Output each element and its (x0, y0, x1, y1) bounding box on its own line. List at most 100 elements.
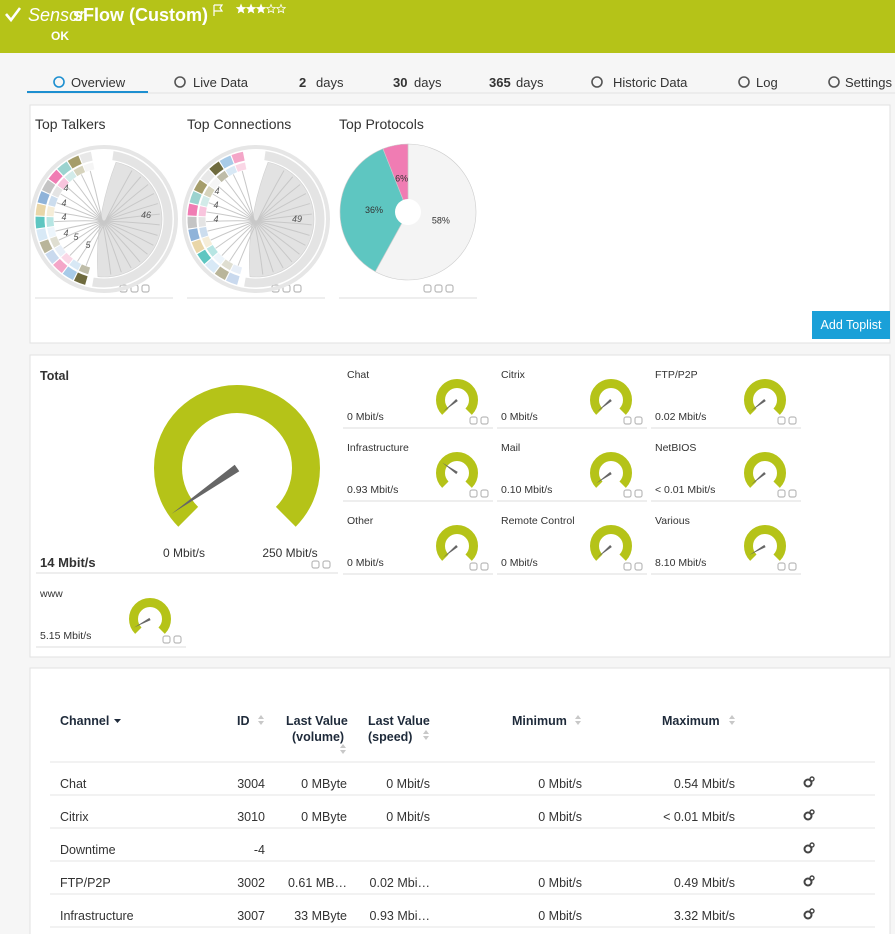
channel-settings-icon-small[interactable] (809, 908, 815, 914)
sort-indicator[interactable] (340, 744, 346, 754)
tab-label[interactable]: Live Data (193, 75, 249, 90)
sort-indicator[interactable] (258, 715, 264, 725)
chord-label: 4 (63, 228, 68, 238)
tool-icon[interactable] (788, 562, 797, 571)
gauge-value: 0 Mbit/s (501, 411, 538, 423)
gauge-needle (171, 464, 240, 514)
column-header[interactable]: Channel (60, 714, 109, 728)
tool-icon[interactable] (788, 416, 797, 425)
tool-icon[interactable] (777, 562, 786, 571)
flag-icon[interactable] (213, 4, 224, 16)
tool-icon[interactable] (469, 416, 478, 425)
tab-icon[interactable] (174, 76, 186, 88)
cell: 0.61 MB… (288, 876, 347, 890)
column-header[interactable]: (volume) (292, 730, 344, 744)
chord-label: 4 (61, 212, 66, 222)
cell: 0 Mbit/s (538, 777, 582, 791)
column-header[interactable]: Last Value (286, 714, 348, 728)
tab-number[interactable]: 365 (489, 75, 511, 90)
sort-indicator[interactable] (729, 715, 735, 725)
sort-indicator[interactable] (423, 730, 429, 740)
gauge-value: 0.93 Mbit/s (347, 484, 398, 496)
tool-icon[interactable] (480, 416, 489, 425)
rating-star[interactable] (275, 3, 287, 14)
channel-settings-icon-small[interactable] (809, 842, 815, 848)
tab-label[interactable]: Overview (71, 75, 126, 90)
rating-star[interactable] (235, 3, 247, 14)
rating-star[interactable] (265, 3, 277, 14)
chord-inner (47, 226, 57, 238)
tool-icon[interactable] (777, 416, 786, 425)
gauge-label: Total (40, 369, 69, 383)
tool-icon[interactable] (480, 562, 489, 571)
chord-label: 4 (61, 198, 66, 208)
tool-icon[interactable] (469, 489, 478, 498)
tool-icon[interactable] (777, 489, 786, 498)
chord-segment (73, 272, 88, 285)
sort-indicator[interactable] (114, 719, 121, 723)
chord-inner (209, 177, 221, 190)
tool-icon[interactable] (788, 489, 797, 498)
channel-settings-icon[interactable] (803, 910, 813, 920)
tab-number[interactable]: 30 (393, 75, 407, 90)
tool-icon[interactable] (173, 635, 182, 644)
rating-star[interactable] (245, 3, 257, 14)
tool-icon[interactable] (623, 489, 632, 498)
chord-inner (203, 186, 215, 198)
tool-icon[interactable] (322, 560, 331, 569)
tool-icon[interactable] (480, 489, 489, 498)
tab-label[interactable]: Historic Data (613, 75, 688, 90)
tab-label[interactable]: days (316, 75, 344, 90)
gauge-label: Remote Control (501, 515, 575, 527)
tab-icon[interactable] (738, 76, 750, 88)
channel-settings-icon[interactable] (803, 877, 813, 887)
column-header[interactable]: Last Value (368, 714, 430, 728)
tool-icon[interactable] (634, 416, 643, 425)
tool-icon[interactable] (469, 562, 478, 571)
chord-segment (36, 228, 48, 242)
gauge-label: Infrastructure (347, 442, 409, 454)
tab-icon[interactable] (828, 76, 840, 88)
column-header[interactable]: Maximum (662, 714, 720, 728)
channel-settings-icon-small[interactable] (809, 809, 815, 815)
tab-label[interactable]: days (414, 75, 442, 90)
channel-settings-icon[interactable] (803, 844, 813, 854)
tool-icon[interactable] (445, 284, 454, 293)
channel-settings-icon-small[interactable] (809, 776, 815, 782)
gauge-label: Various (655, 515, 690, 527)
sort-indicator[interactable] (575, 715, 581, 725)
add-toplist-label[interactable]: Add Toplist (821, 318, 882, 332)
tab-icon[interactable] (53, 76, 65, 88)
gauge-label: NetBIOS (655, 442, 696, 454)
tab-label[interactable]: days (516, 75, 544, 90)
gauge-value: 0.10 Mbit/s (501, 484, 552, 496)
column-header[interactable]: Minimum (512, 714, 567, 728)
column-header[interactable]: ID (237, 714, 250, 728)
add-toplist-button[interactable] (812, 311, 890, 339)
tab-number[interactable]: 2 (299, 75, 306, 90)
tool-icon[interactable] (423, 284, 432, 293)
cell: 0.54 Mbit/s (674, 777, 735, 791)
tool-icon[interactable] (634, 489, 643, 498)
channel-settings-icon[interactable] (803, 778, 813, 788)
tool-icon[interactable] (623, 562, 632, 571)
tab-icon[interactable] (591, 76, 603, 88)
tab-label[interactable]: Settings (845, 75, 892, 90)
tool-icon[interactable] (141, 284, 150, 293)
gauge-needle (443, 545, 458, 558)
tool-icon[interactable] (162, 635, 171, 644)
chord-major-band (244, 151, 325, 288)
tool-icon[interactable] (434, 284, 443, 293)
column-header[interactable]: (speed) (368, 730, 412, 744)
tool-icon[interactable] (623, 416, 632, 425)
tool-icon[interactable] (634, 562, 643, 571)
channel-settings-icon-small[interactable] (809, 875, 815, 881)
gauge-arc (436, 525, 478, 561)
channel-settings-icon[interactable] (803, 811, 813, 821)
pie-slice (382, 143, 409, 213)
tool-icon[interactable] (311, 560, 320, 569)
rating-star[interactable] (255, 3, 267, 14)
tab-label[interactable]: Log (756, 75, 778, 90)
tool-icon[interactable] (293, 284, 302, 293)
